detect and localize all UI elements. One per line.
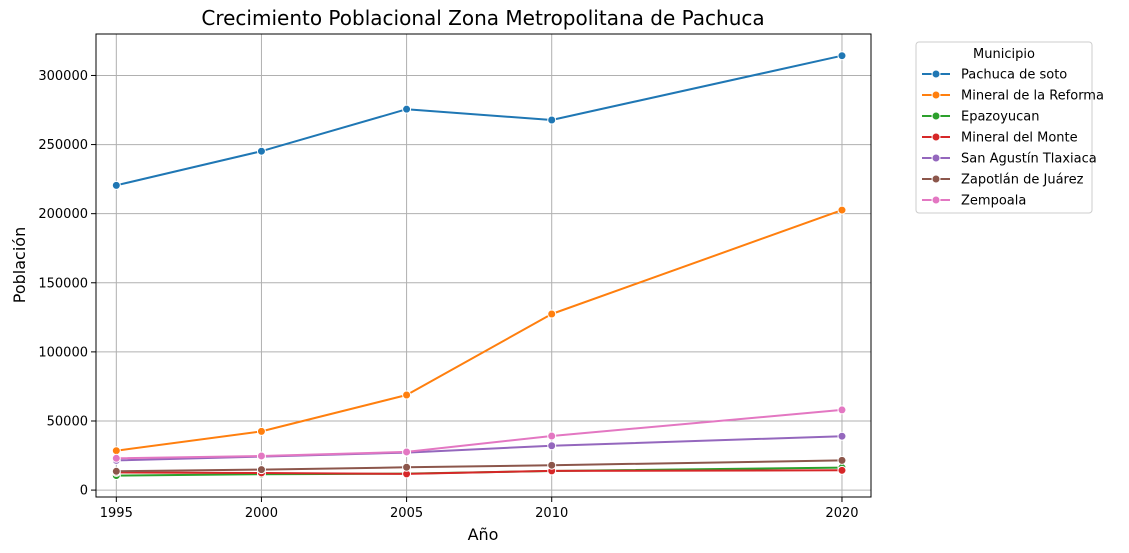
data-point xyxy=(837,455,847,465)
data-point xyxy=(547,441,557,451)
data-point xyxy=(837,205,847,215)
data-point xyxy=(402,447,412,457)
gridlines xyxy=(96,34,871,497)
legend-label: Zapotlán de Juárez xyxy=(961,173,1084,188)
legend-marker xyxy=(931,90,941,100)
x-tick-label: 2020 xyxy=(825,506,858,521)
data-point xyxy=(402,390,412,400)
legend-item: Mineral de la Reforma xyxy=(922,89,1104,104)
legend-label: Mineral de la Reforma xyxy=(961,89,1104,104)
x-axis-ticks: 1995 2000 2005 2010 2020 xyxy=(100,497,859,521)
legend-label: San Agustín Tlaxiaca xyxy=(961,152,1097,167)
y-tick-label: 150000 xyxy=(38,276,88,291)
data-point xyxy=(256,465,266,475)
plot-area-frame xyxy=(95,33,872,498)
data-point xyxy=(837,405,847,415)
x-axis-title: Año xyxy=(468,525,499,544)
data-point xyxy=(111,446,121,456)
y-tick-label: 300000 xyxy=(38,69,88,84)
legend-item: Mineral del Monte xyxy=(922,131,1078,146)
series-line xyxy=(116,209,843,452)
data-point xyxy=(111,180,121,190)
x-tick-label: 2000 xyxy=(245,506,278,521)
legend-label: Mineral del Monte xyxy=(961,131,1078,146)
legend-item: San Agustín Tlaxiaca xyxy=(922,152,1097,167)
series-zapotlán-de-juárez xyxy=(111,455,847,476)
legend-item: Pachuca de soto xyxy=(922,68,1067,83)
series-mineral-de-la-reforma xyxy=(111,205,847,456)
series-pachuca-de-soto xyxy=(111,51,847,190)
data-point xyxy=(256,451,266,461)
legend: Municipio Pachuca de soto Mineral de la R… xyxy=(915,41,1104,214)
legend-marker xyxy=(931,153,941,163)
legend-marker xyxy=(931,69,941,79)
data-point xyxy=(547,431,557,441)
legend-title: Municipio xyxy=(973,47,1035,62)
legend-marker xyxy=(931,195,941,205)
y-tick-label: 100000 xyxy=(38,345,88,360)
data-point xyxy=(837,465,847,475)
x-tick-label: 1995 xyxy=(100,506,133,521)
x-tick-label: 2005 xyxy=(390,506,423,521)
data-point xyxy=(547,115,557,125)
series-lines xyxy=(111,51,847,481)
legend-items: Pachuca de soto Mineral de la Reforma Epaz… xyxy=(922,68,1104,209)
data-point xyxy=(837,431,847,441)
data-point xyxy=(837,51,847,61)
legend-item: Zapotlán de Juárez xyxy=(922,173,1084,188)
chart-title: Crecimiento Poblacional Zona Metropolita… xyxy=(201,6,764,30)
legend-item: Zempoala xyxy=(922,194,1026,209)
legend-label: Zempoala xyxy=(961,194,1026,209)
legend-marker xyxy=(931,132,941,142)
legend-marker xyxy=(931,174,941,184)
y-tick-label: 0 xyxy=(80,484,88,499)
data-point xyxy=(547,309,557,319)
data-point xyxy=(402,462,412,472)
y-axis-title: Población xyxy=(10,227,29,303)
data-point xyxy=(111,466,121,476)
series-line xyxy=(116,408,843,460)
data-point xyxy=(547,460,557,470)
legend-box xyxy=(915,41,1093,214)
y-tick-label: 200000 xyxy=(38,207,88,222)
legend-label: Pachuca de soto xyxy=(961,68,1067,83)
legend-label: Epazoyucan xyxy=(961,110,1040,125)
data-point xyxy=(402,104,412,114)
legend-item: Epazoyucan xyxy=(922,110,1040,125)
data-point xyxy=(111,453,121,463)
x-tick-label: 2010 xyxy=(535,506,568,521)
data-point xyxy=(256,146,266,156)
y-tick-label: 50000 xyxy=(47,414,88,429)
data-point xyxy=(256,426,266,436)
y-axis-ticks: 0 50000 100000 150000 200000 250000 300000 xyxy=(38,69,96,499)
legend-marker xyxy=(931,111,941,121)
y-tick-label: 250000 xyxy=(38,138,88,153)
series-zempoala xyxy=(111,405,847,463)
